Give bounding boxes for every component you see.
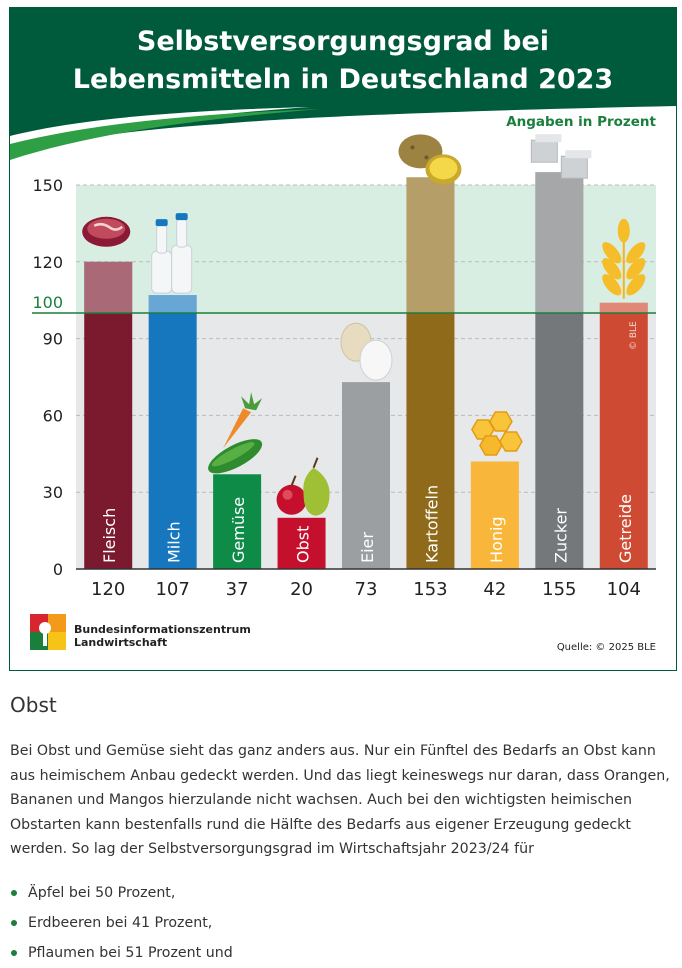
bar-honig xyxy=(470,461,519,569)
bar-overlay xyxy=(406,177,455,313)
potatoes-icon xyxy=(398,134,462,185)
bar-label: Eier xyxy=(358,532,377,563)
sugar-cubes-icon xyxy=(530,134,592,179)
list-item: Erdbeeren bei 41 Prozent, xyxy=(10,908,670,938)
y-tick-label: 30 xyxy=(43,483,63,502)
bar-overlay xyxy=(535,172,584,313)
value-label: 73 xyxy=(355,579,378,600)
unit-note: Angaben in Prozent xyxy=(506,114,656,130)
bar-zucker xyxy=(535,172,584,569)
article-paragraph: Bei Obst und Gemüse sieht das ganz ander… xyxy=(10,743,670,857)
source-note: Quelle: © 2025 BLE xyxy=(557,642,656,653)
milk-bottles-icon xyxy=(151,213,193,294)
bar-label: Milch xyxy=(165,521,184,563)
ble-logo xyxy=(30,614,66,650)
article-bullet-list: Äpfel bei 50 Prozent, Erdbeeren bei 41 P… xyxy=(10,878,670,968)
chart-title-line2: Lebensmitteln in Deutschland 2023 xyxy=(73,64,613,95)
bar-label: Obst xyxy=(294,526,313,563)
bar-overlay xyxy=(148,295,197,313)
bar-milch xyxy=(148,295,197,569)
y-tick-label: 90 xyxy=(43,330,63,349)
y-tick-label: 120 xyxy=(32,253,63,272)
bar-label: Fleisch xyxy=(100,508,119,563)
bar-eier xyxy=(342,382,390,569)
header-swoosh-green xyxy=(10,109,320,160)
bar-label: Gemüse xyxy=(229,497,248,563)
value-label: 37 xyxy=(226,579,249,600)
bar-overlay xyxy=(84,261,133,313)
eggs-icon xyxy=(340,322,393,381)
honey-icon xyxy=(471,411,523,456)
plot-area: 150 120 90 60 30 0 Fleisch 120 Milch 107 Gemüse 37 O… xyxy=(32,134,656,600)
value-label: 20 xyxy=(290,579,313,600)
y-tick-label: 0 xyxy=(53,560,63,579)
bar-getreide xyxy=(599,302,648,569)
chart: Selbstversorgungsgrad bei Lebensmitteln … xyxy=(10,8,676,670)
vegetables-icon xyxy=(208,392,263,474)
list-item: Äpfel bei 50 Prozent, xyxy=(10,878,670,908)
bar-gemüse xyxy=(213,474,262,569)
list-item: Pflaumen bei 51 Prozent und xyxy=(10,938,670,968)
logo-text-line1: Bundesinformationszentrum xyxy=(74,623,251,636)
meat-icon xyxy=(82,216,131,247)
reference-label: 100 xyxy=(32,293,63,312)
value-label: 104 xyxy=(607,579,641,600)
bar-label: Zucker xyxy=(551,508,570,563)
header-swoosh xyxy=(10,107,310,154)
grain-icon xyxy=(602,218,646,299)
article: Obst Bei Obst und Gemüse sieht das ganz … xyxy=(10,693,670,968)
chart-title-line1: Selbstversorgungsgrad bei xyxy=(137,26,549,57)
logo-text-line2: Landwirtschaft xyxy=(74,636,167,649)
bar-kartoffeln xyxy=(406,177,455,569)
bar-overlay xyxy=(599,302,648,313)
bar-obst xyxy=(277,517,326,569)
y-tick-label: 150 xyxy=(32,176,63,195)
value-label: 153 xyxy=(413,579,447,600)
fruit-icon xyxy=(276,457,330,516)
bar-label: Kartoffeln xyxy=(422,485,441,563)
value-label: 120 xyxy=(91,579,125,600)
value-label: 42 xyxy=(483,579,506,600)
infographic: Selbstversorgungsgrad bei Lebensmitteln … xyxy=(9,7,677,671)
y-tick-label: 60 xyxy=(43,406,63,425)
copyright-vertical: © BLE xyxy=(629,321,639,350)
article-heading: Obst xyxy=(10,693,57,717)
value-label: 155 xyxy=(542,579,576,600)
value-label: 107 xyxy=(155,579,189,600)
bar-label: Getreide xyxy=(616,494,635,563)
bar-label: Honig xyxy=(487,516,506,563)
